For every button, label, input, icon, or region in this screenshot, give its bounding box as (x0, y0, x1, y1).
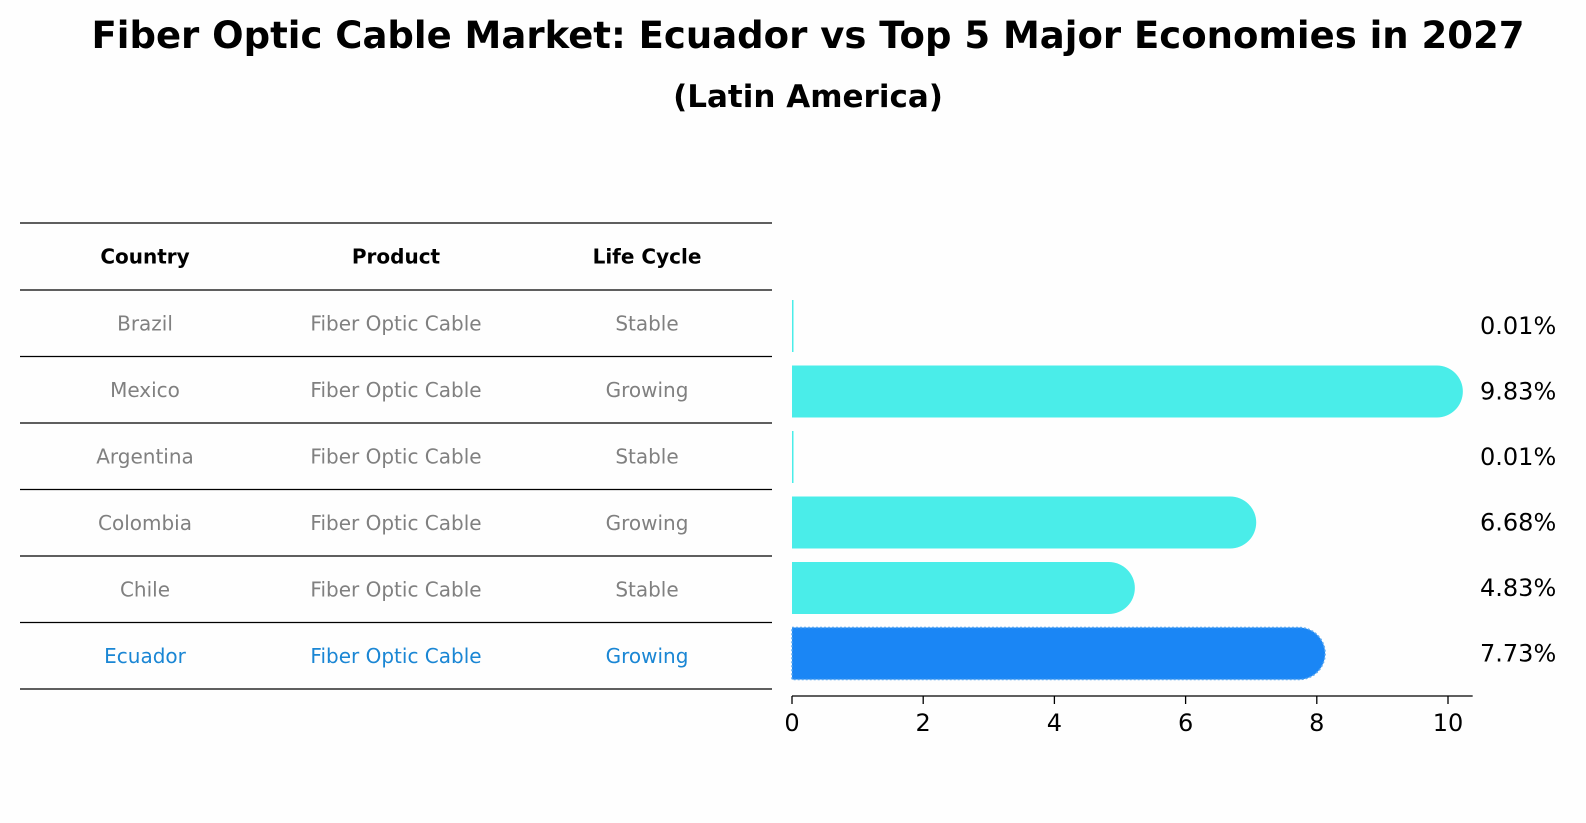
bar-mexico (792, 365, 1463, 418)
table-cell: Argentina (96, 444, 194, 468)
table-cell: Growing (606, 378, 689, 402)
table-cell: Colombia (98, 511, 192, 535)
table-cell: Fiber Optic Cable (310, 311, 481, 335)
chart-subtitle: (Latin America) (673, 79, 943, 115)
table-cell: Chile (120, 577, 170, 601)
bar-value-label: 6.68% (1480, 509, 1556, 537)
bar-value-label: 0.01% (1480, 443, 1556, 471)
x-tick-label: 10 (1433, 709, 1464, 737)
bar-brazil (792, 300, 794, 352)
bar-value-label: 0.01% (1480, 312, 1556, 340)
x-tick-label: 0 (784, 709, 799, 737)
bar-colombia (792, 496, 1257, 549)
table-cell: Stable (615, 311, 678, 335)
bar-value-label: 4.83% (1480, 574, 1556, 602)
table-cell: Ecuador (104, 644, 186, 668)
x-tick-label: 2 (916, 709, 931, 737)
table-header-country: Country (100, 245, 189, 269)
bar-argentina (792, 431, 794, 483)
table-cell: Mexico (110, 378, 180, 402)
x-tick-label: 6 (1178, 709, 1193, 737)
table-cell: Brazil (117, 311, 173, 335)
table-cell: Growing (606, 511, 689, 535)
bar-chile (792, 562, 1135, 614)
table-cell: Stable (615, 444, 678, 468)
table-cell: Fiber Optic Cable (310, 511, 481, 535)
table-cell: Stable (615, 577, 678, 601)
table-header-life-cycle: Life Cycle (593, 245, 702, 269)
x-tick-label: 4 (1047, 709, 1062, 737)
table-cell: Fiber Optic Cable (310, 644, 481, 668)
table-cell: Growing (606, 644, 689, 668)
bar-ecuador (791, 626, 1326, 681)
chart-title: Fiber Optic Cable Market: Ecuador vs Top… (91, 14, 1525, 57)
table-cell: Fiber Optic Cable (310, 378, 481, 402)
table-cell: Fiber Optic Cable (310, 577, 481, 601)
bar-value-label: 7.73% (1480, 640, 1556, 668)
table-header-product: Product (352, 245, 441, 269)
bar-value-label: 9.83% (1480, 378, 1556, 406)
table-cell: Fiber Optic Cable (310, 444, 481, 468)
x-tick-label: 8 (1309, 709, 1324, 737)
